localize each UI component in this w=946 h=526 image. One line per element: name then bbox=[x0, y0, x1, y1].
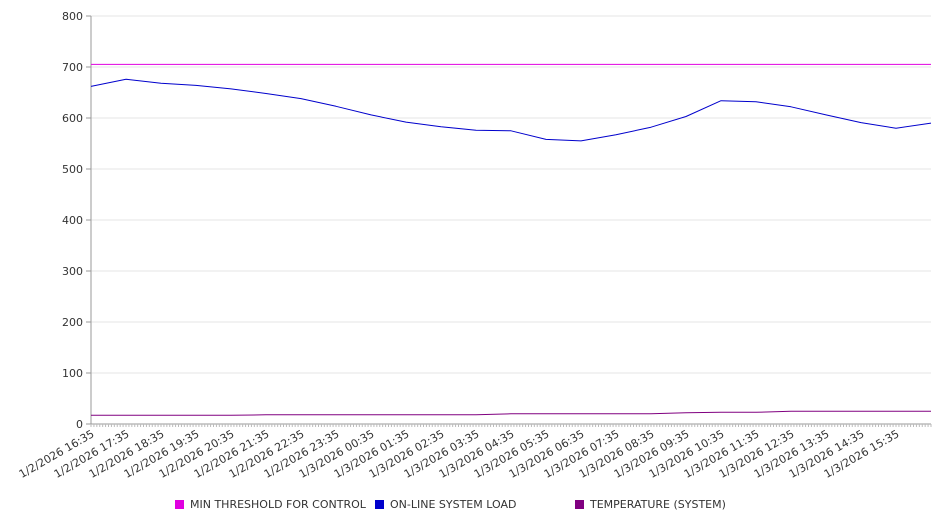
series-line-1 bbox=[90, 78, 932, 142]
legend-item-online-system-load[interactable]: ON-LINE SYSTEM LOAD bbox=[375, 498, 516, 511]
legend-label: ON-LINE SYSTEM LOAD bbox=[390, 498, 517, 511]
legend-label: TEMPERATURE (SYSTEM) bbox=[590, 498, 726, 511]
y-tick-label: 0 bbox=[76, 418, 83, 431]
gridlines bbox=[91, 15, 931, 425]
legend-label: MIN THRESHOLD FOR CONTROL bbox=[190, 498, 366, 511]
legend-swatch bbox=[375, 500, 384, 509]
y-tick-label: 200 bbox=[62, 316, 83, 329]
y-tick-label: 700 bbox=[62, 61, 83, 74]
series-line-2 bbox=[91, 410, 931, 416]
series-lines bbox=[90, 63, 932, 416]
y-tick-label: 400 bbox=[62, 214, 83, 227]
y-tick-label: 500 bbox=[62, 163, 83, 176]
legend-item-temperature-system[interactable]: TEMPERATURE (SYSTEM) bbox=[575, 498, 726, 511]
y-tick-label: 100 bbox=[62, 367, 83, 380]
x-axis-ticks: 1/2/2026 16:351/2/2026 17:351/2/2026 18:… bbox=[17, 424, 932, 481]
y-tick-label: 800 bbox=[62, 10, 83, 23]
y-tick-label: 600 bbox=[62, 112, 83, 125]
y-axis-ticks: 0 100 200 300 400 500 600 700 800 bbox=[62, 10, 91, 431]
legend-item-min-threshold[interactable]: MIN THRESHOLD FOR CONTROL bbox=[175, 498, 366, 511]
y-tick-label: 300 bbox=[62, 265, 83, 278]
legend-swatch bbox=[575, 500, 584, 509]
legend: MIN THRESHOLD FOR CONTROL ON-LINE SYSTEM… bbox=[0, 498, 946, 514]
legend-swatch bbox=[175, 500, 184, 509]
